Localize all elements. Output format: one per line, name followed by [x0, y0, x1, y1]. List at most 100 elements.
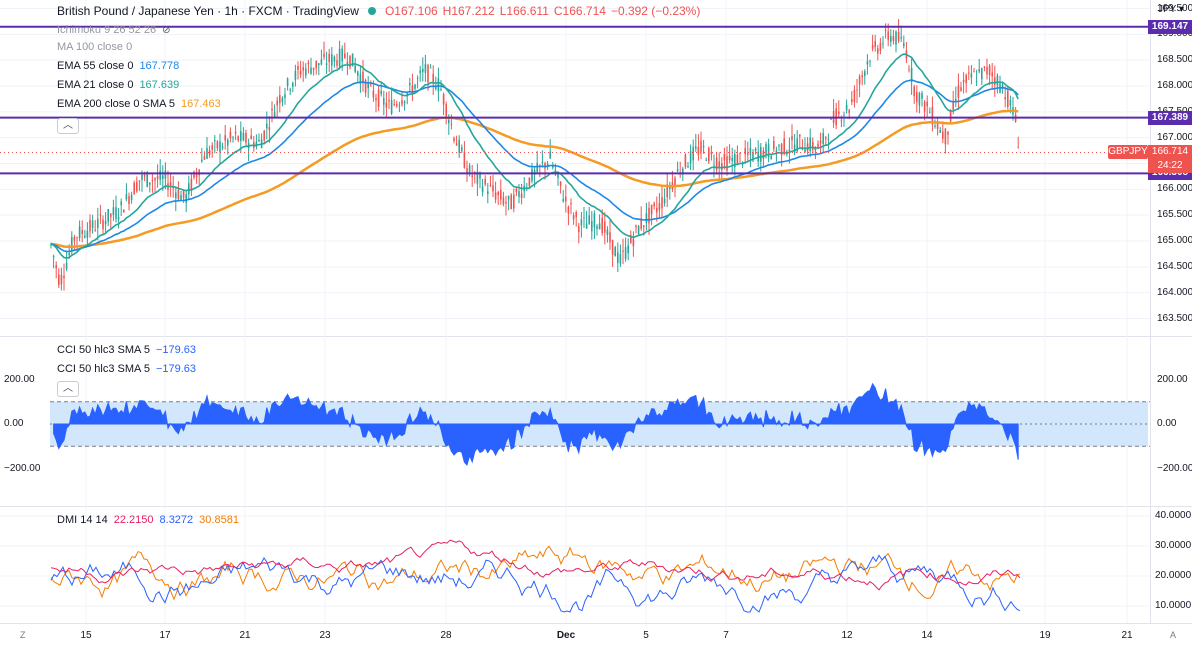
candle-body: [437, 78, 440, 92]
candle-body: [276, 100, 278, 106]
collapse-legend-button[interactable]: ︿: [57, 118, 79, 134]
candle-body: [505, 201, 507, 204]
candle-body: [936, 122, 939, 129]
ema200-line: [50, 109, 1019, 249]
candle-body: [89, 219, 91, 232]
dmi-legend: DMI 14 14 22.2150 8.3272 30.8581: [57, 511, 239, 530]
candle-body: [791, 136, 793, 141]
candle-body: [419, 70, 421, 74]
candle-body: [354, 65, 356, 72]
candle-body: [726, 156, 728, 171]
candle-body: [104, 220, 107, 225]
time-tick-label: Dec: [556, 630, 576, 641]
ichimoku-label[interactable]: Ichimoku 9 26 52 26: [57, 23, 157, 36]
candle-body: [866, 61, 869, 65]
time-tick-label: 28: [440, 630, 452, 641]
cci2-label[interactable]: CCI 50 hlc3 SMA 5: [57, 363, 150, 375]
candle-body: [632, 238, 635, 247]
candle-body: [541, 162, 544, 163]
candle-body: [68, 252, 70, 256]
cci1-label[interactable]: CCI 50 hlc3 SMA 5: [57, 344, 150, 356]
candle-body: [598, 223, 601, 230]
candle-body: [929, 112, 931, 114]
candle-body: [609, 232, 611, 243]
candle-body: [125, 194, 128, 200]
candle-body: [112, 207, 115, 215]
candle-body: [146, 172, 148, 187]
candle-body: [596, 226, 598, 229]
candle-body: [206, 148, 208, 159]
candle-body: [284, 94, 286, 98]
eye-hidden-icon[interactable]: ⊘: [162, 24, 171, 36]
level-price-tag: 167.389: [1148, 110, 1192, 125]
candle-body: [154, 178, 156, 181]
candle-body: [744, 148, 746, 155]
candle-body: [760, 146, 762, 162]
price-tick-label: 166.000: [1157, 183, 1192, 195]
candle-body: [1009, 100, 1012, 106]
candle-body: [398, 105, 401, 107]
candle-body: [97, 218, 99, 228]
ma100-label[interactable]: MA 100 close 0: [57, 41, 133, 53]
price-tick-label: 164.500: [1157, 260, 1192, 272]
symbol-title[interactable]: British Pound / Japanese Yen · 1h · FXCM…: [57, 4, 359, 18]
candle-body: [266, 123, 268, 129]
candle-body: [453, 137, 455, 142]
candle-body: [263, 130, 265, 141]
candle-body: [848, 110, 850, 113]
auto-scale-button[interactable]: A: [1170, 630, 1177, 640]
candle-body: [531, 168, 533, 182]
time-tick-label: 7: [723, 630, 729, 641]
candle-body: [351, 53, 354, 67]
timezone-button[interactable]: Z: [20, 630, 26, 640]
candle-body: [211, 145, 213, 150]
candle-body: [874, 40, 876, 48]
candle-body: [403, 101, 406, 104]
time-tick-label: 19: [1039, 630, 1051, 641]
candle-body: [164, 170, 167, 179]
candle-body: [562, 199, 564, 202]
candle-body: [232, 137, 234, 139]
candle-body: [669, 186, 671, 189]
candle-body: [624, 247, 627, 259]
candle-body: [123, 210, 125, 213]
candle-body: [604, 221, 606, 233]
candle-body: [299, 70, 302, 75]
candle-body: [858, 76, 861, 85]
ema200-label[interactable]: EMA 200 close 0 SMA 5: [57, 98, 176, 110]
ema55-line: [50, 79, 1019, 253]
candle-body: [983, 66, 986, 68]
candle-body: [468, 165, 471, 175]
cci-left-tick-label: 200.00: [4, 373, 35, 385]
candle-body: [819, 140, 822, 144]
currency-selector[interactable]: JPY ▾: [1158, 4, 1184, 15]
candle-body: [736, 154, 739, 165]
candle-body: [877, 48, 879, 54]
candle-body: [806, 143, 809, 152]
candle-body: [994, 77, 996, 85]
dmi-tick-label: 10.0000: [1155, 600, 1192, 611]
ohlc-low: L166.611: [499, 4, 549, 18]
ema21-label[interactable]: EMA 21 close 0: [57, 79, 134, 91]
ema55-label[interactable]: EMA 55 close 0: [57, 60, 134, 72]
candle-body: [825, 137, 827, 139]
candle-body: [661, 197, 663, 209]
candle-body: [549, 151, 551, 159]
candle-body: [370, 83, 372, 85]
time-tick-label: 21: [1121, 630, 1133, 641]
ema200-value: 167.463: [181, 98, 221, 110]
price-tick-label: 169.000: [1157, 28, 1192, 40]
adx-value: 30.8581: [199, 514, 239, 526]
candle-body: [557, 172, 559, 178]
candle-body: [606, 229, 609, 235]
candle-body: [450, 124, 453, 126]
candle-body: [601, 217, 603, 234]
candle-body: [240, 131, 242, 142]
candle-body: [926, 101, 928, 107]
collapse-cci-legend-button[interactable]: ︿: [57, 381, 79, 397]
candle-body: [208, 150, 211, 155]
candle-body: [1004, 97, 1006, 100]
candle-body: [1007, 90, 1009, 107]
dmi-label[interactable]: DMI 14 14: [57, 514, 108, 526]
